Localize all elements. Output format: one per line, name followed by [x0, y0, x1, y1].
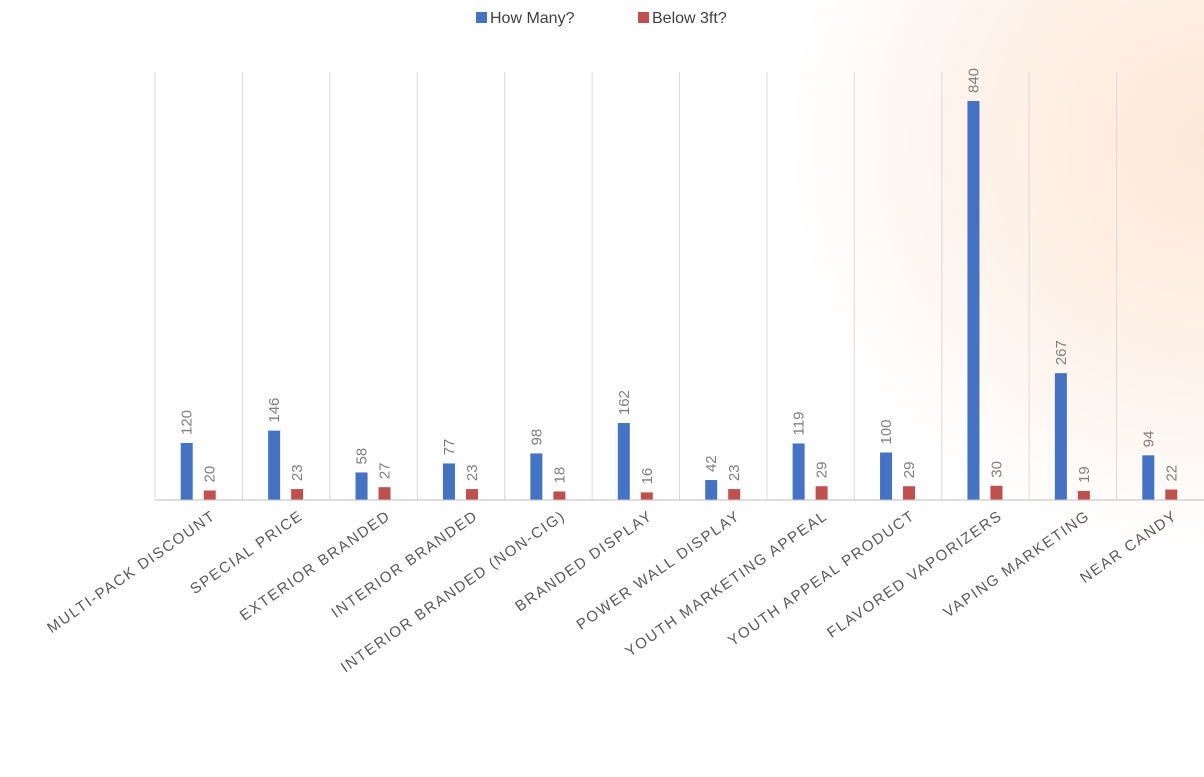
- data-label: 120: [179, 410, 196, 435]
- bar-how-many: [967, 101, 980, 500]
- data-label: 94: [1140, 431, 1157, 448]
- data-label: 267: [1053, 340, 1070, 365]
- legend-label-how-many: How Many?: [490, 10, 575, 27]
- category-label: EXTERIOR BRANDED: [237, 507, 394, 624]
- data-label: 146: [266, 398, 283, 423]
- bar-how-many: [792, 443, 805, 500]
- data-labels: 120 20 146 23 58 27 77 23 98 18 162 16 42 23 119 29 100 2…: [179, 68, 1181, 484]
- bar-how-many: [530, 453, 543, 500]
- data-label: 18: [551, 467, 568, 484]
- data-label: 98: [528, 429, 545, 446]
- data-label: 77: [441, 439, 458, 456]
- data-label: 29: [901, 462, 918, 479]
- data-label: 23: [464, 464, 481, 481]
- bar-how-many: [1054, 373, 1067, 500]
- data-label: 42: [703, 455, 720, 472]
- bar-how-many: [705, 480, 718, 500]
- category-label: POWER WALL DISPLAY: [573, 507, 743, 633]
- data-label: 22: [1163, 465, 1180, 482]
- bar-below-3ft: [1165, 489, 1178, 500]
- bar-below-3ft: [291, 489, 304, 500]
- data-label: 20: [202, 466, 219, 483]
- legend-label-below-3ft: Below 3ft?: [652, 10, 727, 27]
- legend-swatch-how-many: [476, 12, 487, 23]
- data-label: 162: [616, 390, 633, 415]
- bar-how-many: [617, 423, 630, 500]
- bar-below-3ft: [728, 489, 741, 500]
- legend-swatch-below-3ft: [638, 12, 649, 23]
- category-gridlines: [154, 72, 1118, 500]
- data-label: 100: [878, 419, 895, 444]
- data-label: 19: [1076, 466, 1093, 483]
- category-label: INTERIOR BRANDED: [328, 507, 481, 621]
- bar-how-many: [180, 443, 193, 500]
- data-label: 30: [988, 461, 1005, 478]
- bar-below-3ft: [640, 492, 653, 500]
- legend: How Many? Below 3ft?: [476, 10, 727, 27]
- bar-below-3ft: [1077, 490, 1090, 500]
- data-label: 840: [965, 68, 982, 93]
- data-label: 119: [791, 412, 808, 436]
- category-label: BRANDED DISPLAY: [512, 507, 656, 615]
- data-label: 16: [639, 468, 656, 485]
- category-label: VAPING MARKETING: [940, 507, 1093, 621]
- bar-how-many: [880, 452, 893, 500]
- category-label: MULTI-PACK DISCOUNT: [44, 507, 219, 637]
- bar-below-3ft: [990, 485, 1003, 500]
- category-label: YOUTH APPEAL PRODUCT: [725, 507, 918, 649]
- category-label: FLAVORED VAPORIZERS: [824, 507, 1006, 641]
- data-label: 23: [289, 464, 306, 481]
- bar-how-many: [1142, 455, 1155, 500]
- bar-below-3ft: [903, 486, 916, 500]
- bar-below-3ft: [378, 487, 391, 500]
- data-label: 58: [354, 448, 371, 465]
- data-label: 23: [726, 464, 743, 481]
- bar-how-many: [268, 430, 281, 500]
- bar-below-3ft: [553, 491, 566, 500]
- data-label: 29: [814, 462, 831, 479]
- bar-below-3ft: [203, 490, 216, 500]
- data-label: 27: [377, 462, 394, 479]
- bar-below-3ft: [815, 486, 828, 500]
- bar-how-many: [442, 463, 455, 500]
- bars: [180, 101, 1178, 500]
- bar-how-many: [355, 472, 368, 500]
- bar-below-3ft: [465, 489, 478, 500]
- category-label: NEAR CANDY: [1077, 507, 1180, 587]
